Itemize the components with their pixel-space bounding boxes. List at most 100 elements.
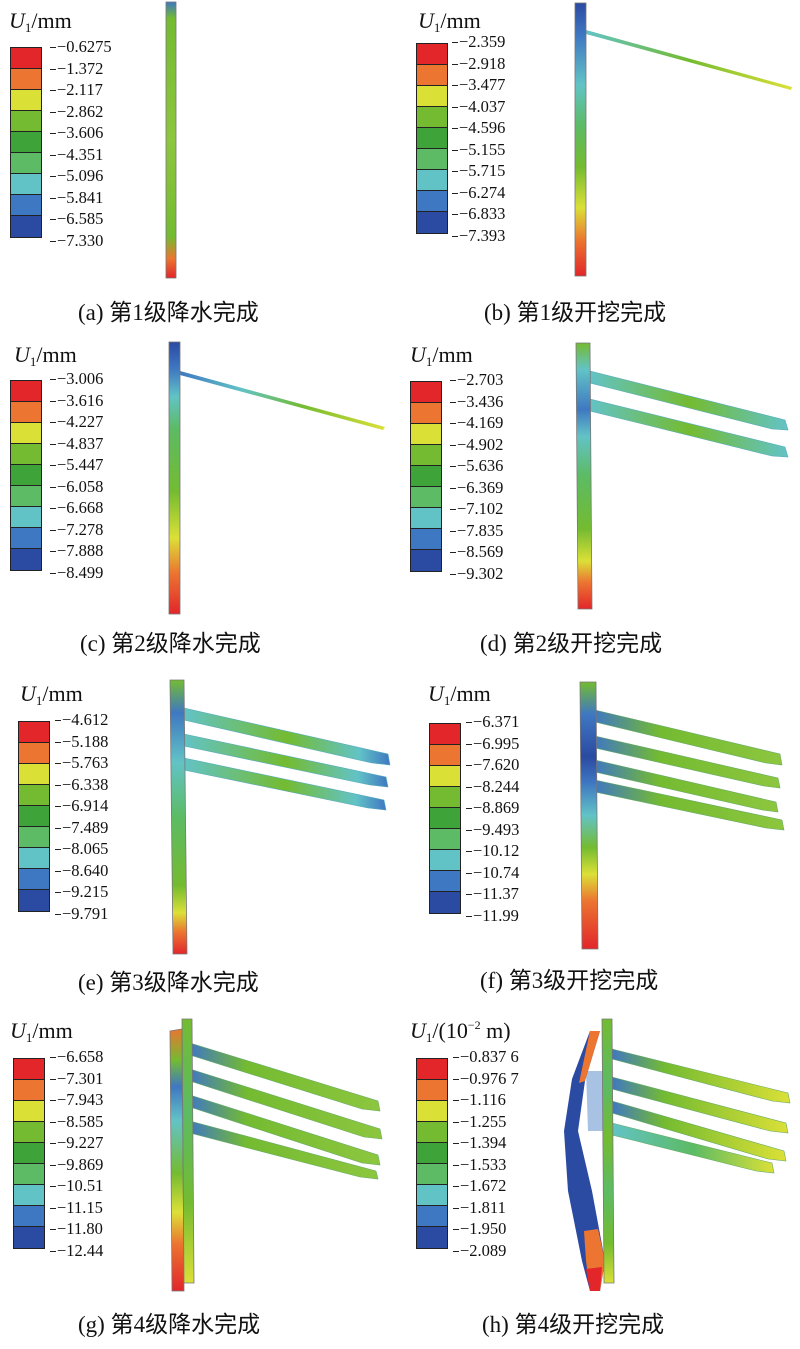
colorbar-tick-label: −6.658 xyxy=(49,1047,104,1066)
colorbar-tick-label: −5.763 xyxy=(54,753,109,772)
colorbar-tick-label: −9.869 xyxy=(49,1154,104,1174)
colorbar-tick-label: −7.330 xyxy=(49,230,104,250)
displacement-contour-model xyxy=(169,679,391,955)
panel-b: U1/mm −2.359 −2.918 −3.477 −4.037 −4.596 −5.1… xyxy=(400,0,800,335)
colorbar-tick-label: −1.811 xyxy=(453,1197,506,1217)
colorbar-tick-label: −7.393 xyxy=(451,225,506,245)
colorbar-swatch xyxy=(11,549,41,570)
colorbar-swatch xyxy=(14,1101,44,1122)
colorbar-swatch xyxy=(411,382,441,403)
colorbar-swatch xyxy=(417,1059,447,1080)
colorbar-swatch xyxy=(11,48,41,69)
colorbar-tick-label: −6.914 xyxy=(54,796,109,815)
colorbar-tick-label: −1.255 xyxy=(452,1111,507,1131)
colorbar-tick-label: −6.585 xyxy=(49,209,104,228)
colorbar-tick-label: −0.6275 xyxy=(50,37,112,56)
colorbar-swatch xyxy=(430,724,460,745)
colorbar-tick-label: −7.888 xyxy=(49,541,104,560)
colorbar-swatch xyxy=(19,785,49,806)
colorbar-tick-label: −0.837 6 xyxy=(453,1047,519,1066)
colorbar-swatch xyxy=(417,1185,447,1206)
caption: (c) 第2级降水完成 xyxy=(80,631,261,656)
colorbar-tick-label: −11.37 xyxy=(466,884,519,903)
colorbar-swatch xyxy=(19,764,49,785)
colorbar-swatch xyxy=(417,65,447,86)
colorbar-swatch xyxy=(430,829,460,850)
colorbar-swatch xyxy=(417,86,447,107)
colorbar-swatch xyxy=(14,1080,44,1101)
colorbar-tick-label: −7.278 xyxy=(49,519,104,539)
colorbar-tick-label: −2.089 xyxy=(452,1240,507,1260)
colorbar-tick-label: −5.636 xyxy=(449,456,504,475)
displacement-contour-model xyxy=(169,1018,383,1292)
unit-label: U1/mm xyxy=(10,1018,73,1045)
colorbar xyxy=(410,381,442,572)
displacement-contour-model xyxy=(574,2,792,277)
colorbar-tick-label: −4.902 xyxy=(449,434,504,454)
colorbar-swatch xyxy=(430,766,460,787)
caption: (h) 第4级开挖完成 xyxy=(482,1312,665,1337)
colorbar-tick-label: −3.436 xyxy=(449,391,504,411)
colorbar-tick-label: −4.837 xyxy=(49,433,104,453)
caption: (d) 第2级开挖完成 xyxy=(480,631,663,656)
colorbar-swatch xyxy=(411,403,441,424)
colorbar-tick-label: −4.351 xyxy=(49,144,104,164)
colorbar-swatch xyxy=(14,1185,44,1206)
colorbar-tick-label: −6.369 xyxy=(449,477,504,497)
colorbar-swatch xyxy=(11,132,41,153)
panel-e: U1/mm −4.612 −5.188 −5.763 −6.338 −6.914 −7.4… xyxy=(0,674,400,1009)
colorbar-swatch xyxy=(417,107,447,128)
colorbar-tick-label: −4.169 xyxy=(449,413,504,432)
colorbar-tick-label: −6.833 xyxy=(451,204,506,223)
displacement-contour-model xyxy=(564,1018,791,1291)
colorbar-tick-label: −4.596 xyxy=(451,118,506,137)
colorbar-swatch xyxy=(411,487,441,508)
colorbar-swatch xyxy=(11,69,41,90)
colorbar-swatch xyxy=(14,1143,44,1164)
colorbar-swatch xyxy=(11,486,41,507)
colorbar-tick-label: −11.15 xyxy=(50,1197,103,1217)
colorbar-tick-label: −5.841 xyxy=(49,187,104,207)
colorbar-tick-label: −7.102 xyxy=(449,499,504,518)
colorbar-tick-label: −8.869 xyxy=(465,798,520,817)
caption: (g) 第4级降水完成 xyxy=(78,1312,261,1337)
colorbar-swatch xyxy=(411,424,441,445)
colorbar-swatch xyxy=(14,1059,44,1080)
colorbar-tick-label: −6.371 xyxy=(465,712,520,731)
panel-c: U1/mm −3.006 −3.616 −4.227 −4.837 −5.447 −6.0… xyxy=(0,337,400,672)
colorbar-swatch xyxy=(417,170,447,191)
colorbar-swatch xyxy=(411,445,441,466)
colorbar-tick-label: −6.995 xyxy=(465,733,520,753)
colorbar-swatch xyxy=(11,174,41,195)
colorbar-tick-label: −7.301 xyxy=(49,1068,104,1088)
unit-label: U1/mm xyxy=(14,342,77,369)
panel-d: U1/mm −2.703 −3.436 −4.169 −4.902 −5.636 −6.3… xyxy=(400,337,800,672)
unit-label: U1/(10−2 m) xyxy=(410,1018,511,1045)
colorbar-tick-label: −9.227 xyxy=(49,1133,104,1152)
colorbar-tick-label: −9.215 xyxy=(54,882,109,901)
colorbar-tick-label: −1.394 xyxy=(452,1133,507,1152)
colorbar-swatch xyxy=(430,745,460,766)
colorbar-tick-label: −8.585 xyxy=(49,1111,104,1131)
colorbar-tick-label: −12.44 xyxy=(49,1240,104,1260)
colorbar-tick-label: −6.058 xyxy=(49,476,104,496)
colorbar-swatch xyxy=(417,128,447,149)
colorbar-swatch xyxy=(11,528,41,549)
colorbar-tick-label: −1.116 xyxy=(453,1090,506,1109)
colorbar-tick-label: −4.227 xyxy=(49,412,104,431)
colorbar-tick-label: −5.096 xyxy=(49,166,104,185)
colorbar-swatch xyxy=(430,850,460,871)
colorbar-tick-label: −5.155 xyxy=(451,139,506,159)
colorbar-swatch xyxy=(430,871,460,892)
displacement-contour-model xyxy=(165,1,177,279)
colorbar-swatch xyxy=(411,529,441,550)
caption: (e) 第3级降水完成 xyxy=(78,970,259,995)
colorbar-tick-label: −1.672 xyxy=(452,1176,507,1195)
colorbar-swatch xyxy=(14,1227,44,1248)
colorbar xyxy=(429,723,461,914)
caption: (a) 第1级降水完成 xyxy=(78,300,259,325)
colorbar-tick-label: −1.950 xyxy=(452,1219,507,1238)
colorbar-tick-label: −1.533 xyxy=(452,1154,507,1174)
colorbar-tick-label: −5.715 xyxy=(451,161,506,180)
colorbar-tick-label: −4.612 xyxy=(54,710,109,729)
